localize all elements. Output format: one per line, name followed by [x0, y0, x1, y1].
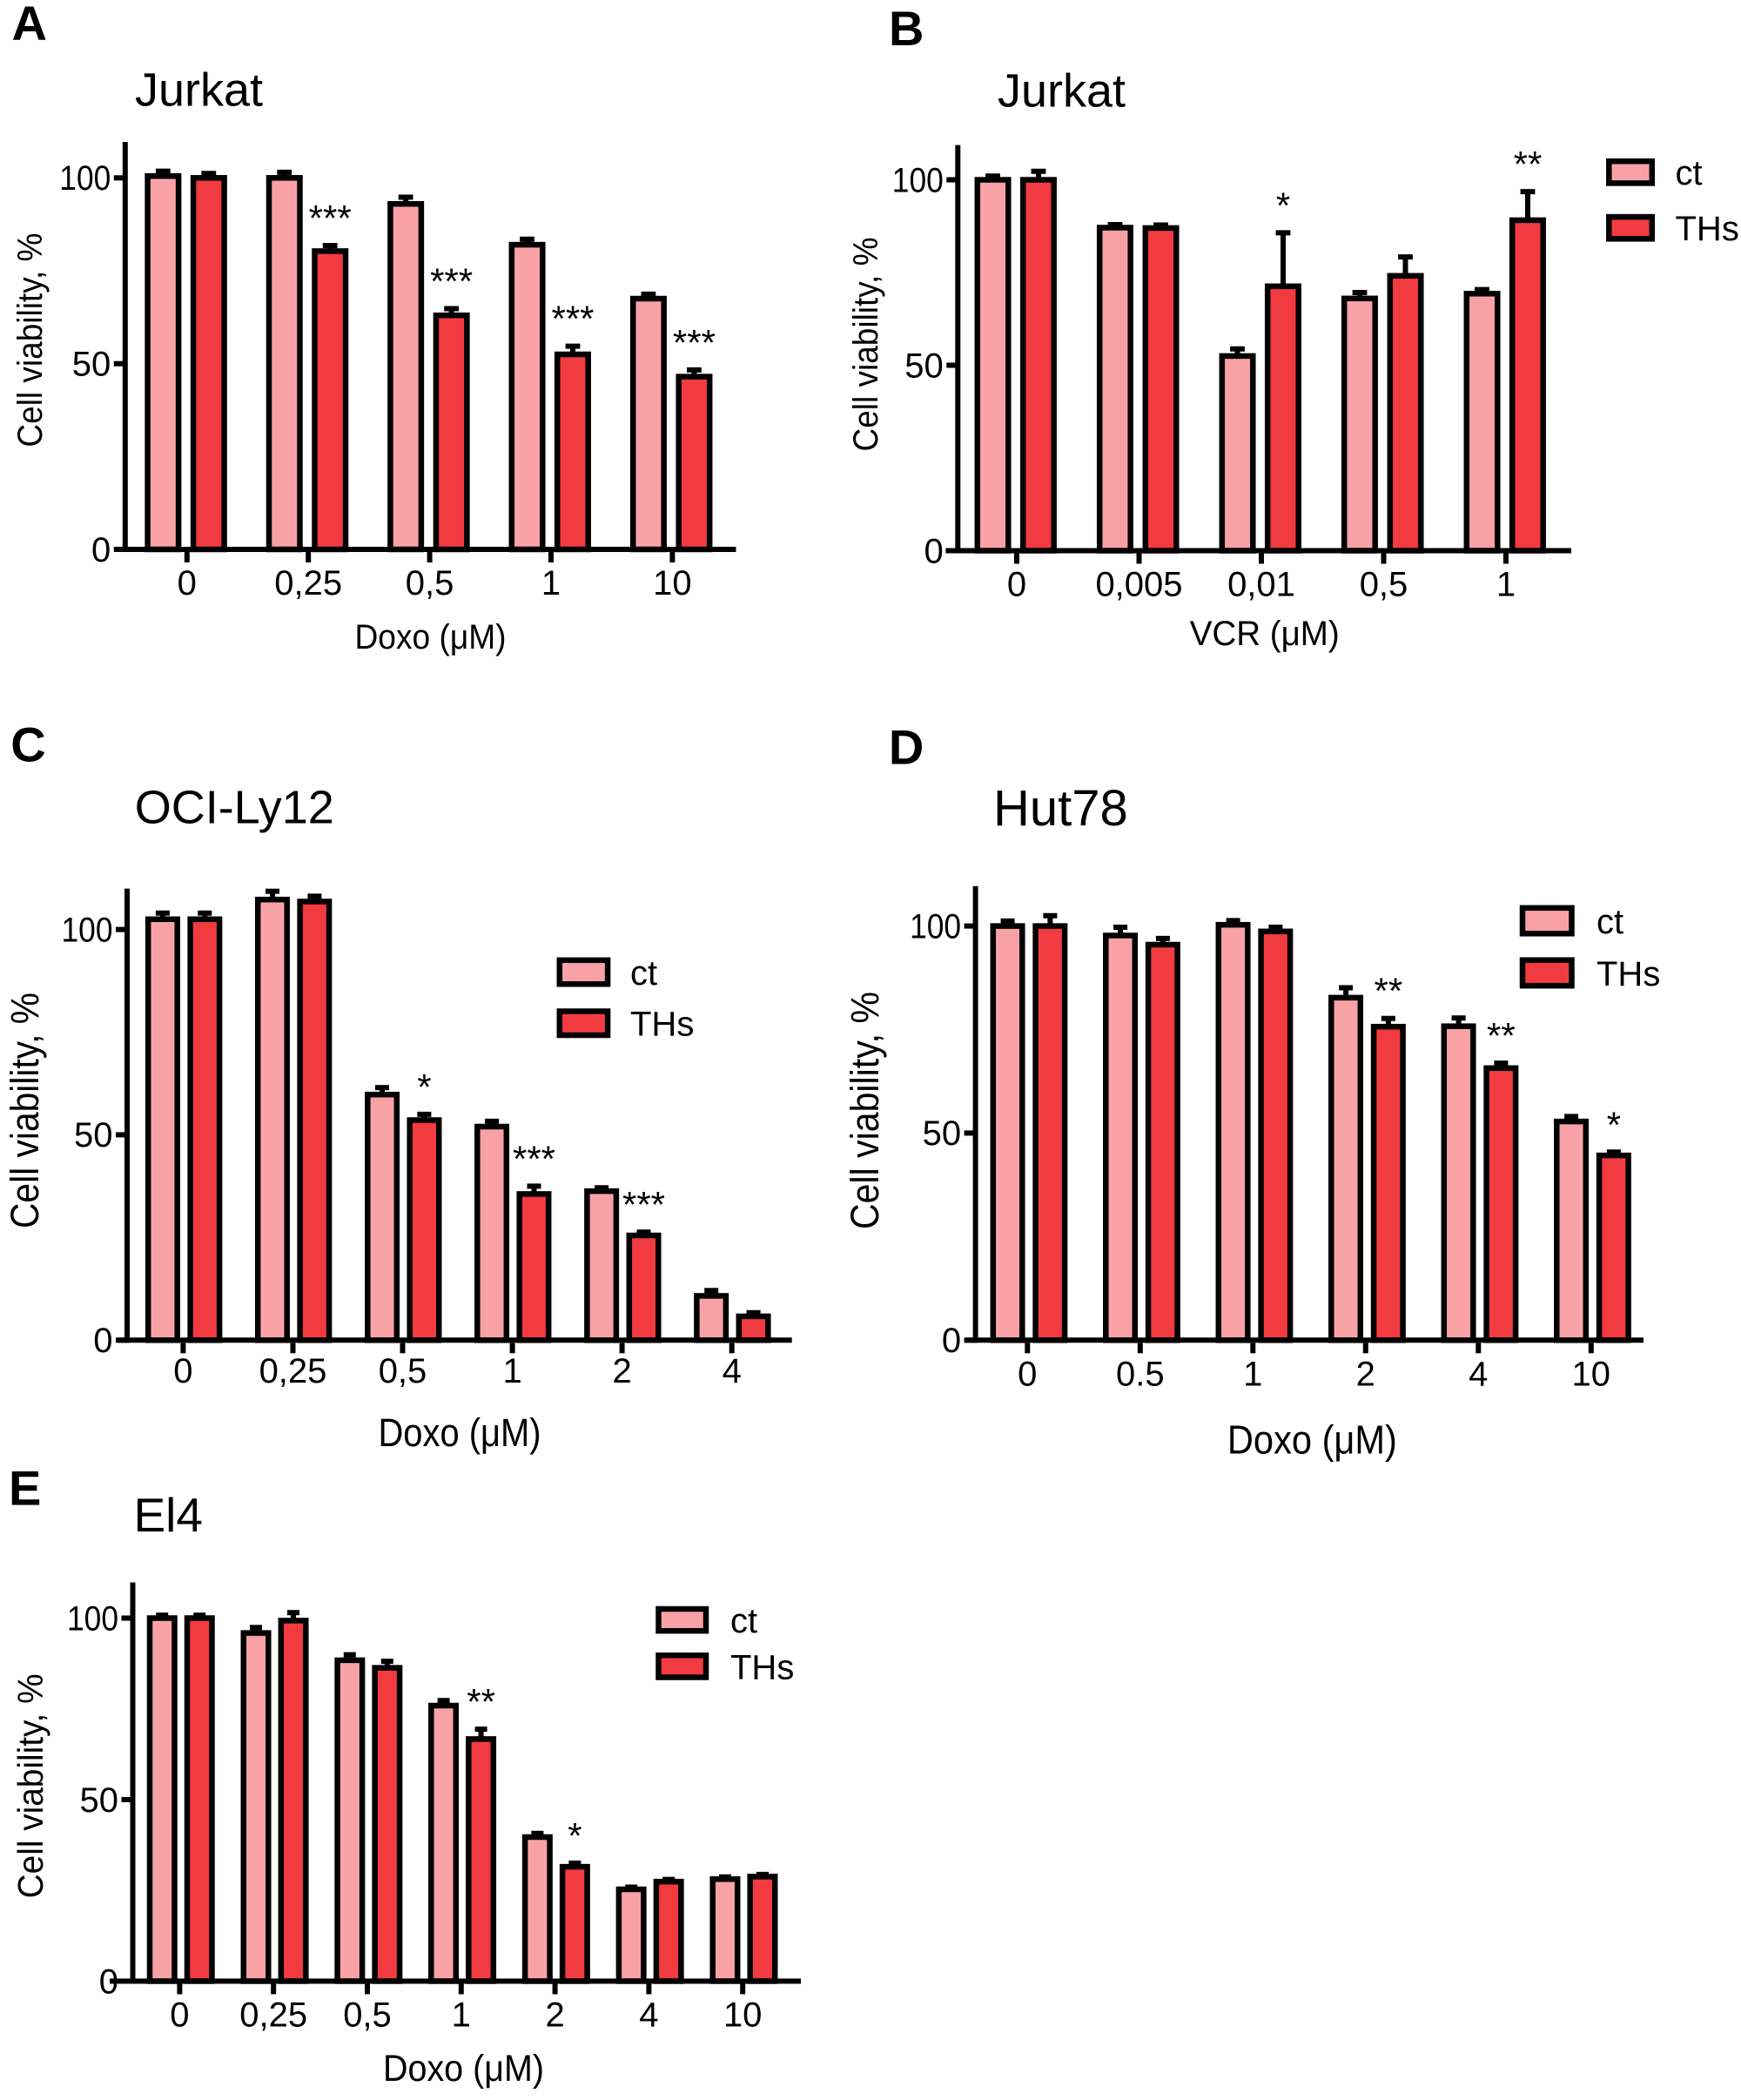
svg-text:B: B: [889, 1, 924, 56]
svg-text:ct: ct: [1676, 154, 1703, 192]
svg-text:100: 100: [67, 1599, 118, 1638]
svg-text:THs: THs: [730, 1648, 794, 1686]
svg-text:2: 2: [1356, 1355, 1375, 1393]
svg-text:1: 1: [1496, 566, 1516, 604]
svg-text:10: 10: [653, 564, 692, 602]
svg-text:Cell viability, %: Cell viability, %: [843, 992, 887, 1229]
svg-text:Hut78: Hut78: [993, 780, 1128, 837]
svg-text:Cell viability, %: Cell viability, %: [11, 233, 50, 448]
svg-text:Jurkat: Jurkat: [135, 64, 263, 116]
svg-text:50: 50: [904, 347, 944, 385]
svg-text:4: 4: [723, 1352, 742, 1390]
svg-text:Cell viability, %: Cell viability, %: [3, 993, 47, 1228]
svg-text:0: 0: [170, 1996, 189, 2035]
svg-text:4: 4: [639, 1996, 658, 2035]
svg-text:0: 0: [99, 1962, 118, 2001]
svg-text:Jurkat: Jurkat: [998, 64, 1126, 117]
svg-text:C: C: [10, 717, 45, 772]
svg-text:**: **: [1514, 144, 1543, 185]
svg-text:10: 10: [1572, 1355, 1611, 1393]
svg-text:0: 0: [1007, 566, 1026, 604]
svg-text:ct: ct: [630, 954, 657, 993]
svg-text:50: 50: [80, 1781, 119, 1820]
svg-text:D: D: [889, 720, 924, 775]
svg-text:0: 0: [91, 531, 111, 569]
svg-text:0,25: 0,25: [274, 564, 342, 602]
svg-text:0,5: 0,5: [1360, 566, 1408, 604]
svg-text:0,5: 0,5: [379, 1352, 427, 1390]
svg-text:OCI-Ly12: OCI-Ly12: [135, 781, 334, 833]
svg-text:***: ***: [622, 1184, 665, 1225]
svg-text:**: **: [467, 1681, 495, 1722]
svg-text:100: 100: [910, 907, 961, 946]
svg-text:*: *: [417, 1067, 431, 1107]
svg-text:*: *: [1276, 185, 1290, 225]
svg-text:THs: THs: [1596, 955, 1660, 993]
svg-text:0,5: 0,5: [406, 564, 454, 602]
svg-text:Doxo (μM): Doxo (μM): [383, 2048, 544, 2090]
svg-text:0,25: 0,25: [239, 1996, 307, 2035]
svg-text:**: **: [1487, 1015, 1516, 1056]
svg-text:***: ***: [673, 322, 716, 363]
svg-text:50: 50: [74, 1116, 113, 1154]
svg-text:0: 0: [93, 1322, 112, 1360]
svg-text:0: 0: [942, 1322, 961, 1360]
svg-text:**: **: [1375, 971, 1403, 1012]
svg-text:***: ***: [551, 299, 594, 340]
svg-text:ct: ct: [1596, 903, 1623, 941]
svg-text:4: 4: [1469, 1355, 1488, 1393]
svg-text:10: 10: [723, 1996, 763, 2035]
svg-text:2: 2: [545, 1996, 564, 2035]
svg-text:Cell viability, %: Cell viability, %: [847, 238, 885, 452]
svg-text:100: 100: [59, 159, 111, 198]
svg-text:1: 1: [452, 1996, 471, 2035]
svg-text:1: 1: [1243, 1355, 1262, 1393]
svg-text:100: 100: [892, 161, 944, 199]
svg-text:0,01: 0,01: [1227, 566, 1295, 604]
svg-text:Doxo (μM): Doxo (μM): [1227, 1417, 1397, 1463]
svg-text:0: 0: [1018, 1355, 1037, 1393]
svg-text:***: ***: [430, 261, 473, 302]
svg-text:*: *: [568, 1815, 581, 1856]
svg-text:VCR (μM): VCR (μM): [1190, 615, 1340, 653]
svg-text:100: 100: [62, 911, 113, 949]
svg-text:50: 50: [923, 1114, 962, 1153]
svg-text:THs: THs: [1676, 210, 1739, 248]
svg-text:0: 0: [924, 532, 944, 570]
svg-text:0: 0: [178, 564, 197, 602]
svg-text:Doxo (μM): Doxo (μM): [355, 618, 507, 656]
svg-text:***: ***: [513, 1138, 555, 1179]
svg-text:0: 0: [173, 1352, 192, 1390]
svg-text:1: 1: [541, 564, 561, 602]
svg-text:ct: ct: [730, 1602, 757, 1640]
svg-text:0,005: 0,005: [1095, 566, 1182, 604]
svg-text:E: E: [9, 1460, 41, 1515]
svg-text:El4: El4: [134, 1488, 204, 1542]
svg-text:Doxo (μM): Doxo (μM): [379, 1410, 541, 1455]
svg-text:0,5: 0,5: [343, 1996, 392, 2035]
svg-text:50: 50: [72, 346, 111, 384]
svg-text:1: 1: [502, 1352, 521, 1390]
svg-text:Cell viability, %: Cell viability, %: [10, 1673, 50, 1898]
svg-text:0.5: 0.5: [1116, 1355, 1165, 1393]
svg-text:A: A: [12, 0, 47, 50]
svg-text:*: *: [1607, 1104, 1621, 1145]
svg-text:2: 2: [612, 1352, 631, 1390]
svg-text:THs: THs: [630, 1006, 694, 1044]
svg-text:0,25: 0,25: [259, 1352, 327, 1390]
svg-text:***: ***: [309, 198, 352, 239]
